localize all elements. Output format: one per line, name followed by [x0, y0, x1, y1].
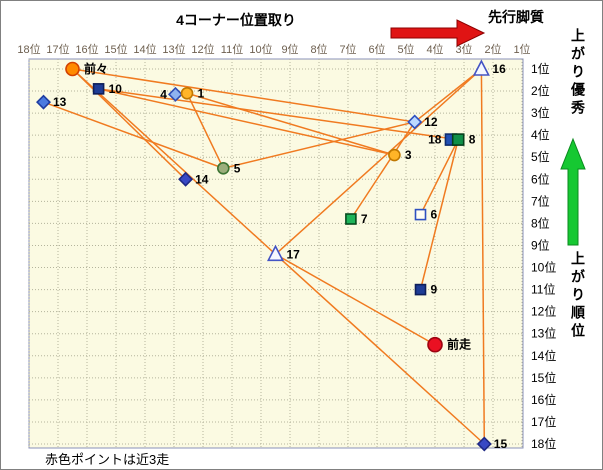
point-marker-1	[180, 86, 194, 100]
point-marker-5	[217, 161, 230, 175]
y-axis-tick-label: 17位	[531, 414, 556, 429]
connector-line	[71, 68, 187, 180]
pace-style-label: 先行脚質	[488, 9, 544, 25]
connector-line	[480, 68, 486, 445]
point-label: 15	[494, 437, 508, 451]
point-label: 4	[160, 87, 167, 101]
point-marker-16	[472, 59, 490, 76]
x-axis-tick-label: 1位	[513, 42, 530, 56]
x-axis-tick-label: 6位	[368, 42, 385, 56]
y-axis-tick-label: 1位	[531, 61, 550, 76]
point-marker-15	[476, 436, 492, 452]
point-marker-10	[92, 83, 105, 95]
y-axis-tick-label: 7位	[531, 193, 550, 208]
x-axis-tick-label: 2位	[484, 42, 501, 56]
finish-rank-arrow-icon	[560, 137, 586, 246]
point-label: 前々	[84, 61, 108, 76]
connector-line	[98, 88, 395, 156]
point-label: 3	[405, 148, 412, 162]
connector-line	[186, 92, 395, 156]
point-label: 17	[287, 247, 301, 261]
y-axis-tick-label: 15位	[531, 370, 556, 385]
point-label: 8	[469, 133, 476, 147]
chart-title: 4コーナー位置取り	[176, 12, 296, 28]
point-label: 16	[492, 62, 506, 76]
point-marker-前々	[65, 61, 80, 77]
finish-excellent-label: 上がり優秀	[570, 28, 586, 118]
connector-line	[43, 101, 224, 169]
connector-line	[274, 68, 482, 255]
x-axis-tick-label: 8位	[310, 42, 327, 56]
y-axis-tick-label: 10位	[531, 260, 556, 275]
connector-line	[419, 139, 459, 290]
point-marker-8	[451, 133, 465, 146]
x-axis-tick-label: 10位	[249, 42, 272, 56]
x-axis-tick-label: 15位	[104, 42, 127, 56]
x-axis-tick-label: 5位	[397, 42, 414, 56]
y-axis-tick-label: 2位	[531, 83, 550, 98]
y-axis-tick-label: 9位	[531, 237, 550, 252]
point-marker-前走	[427, 336, 443, 353]
point-label: 10	[109, 82, 123, 96]
point-marker-9	[414, 283, 427, 296]
point-marker-14	[178, 171, 194, 187]
point-label: 14	[195, 172, 209, 186]
x-axis-tick-label: 11位	[221, 42, 243, 56]
point-label: 前走	[447, 337, 471, 352]
x-axis-tick-label: 4位	[426, 42, 443, 56]
point-label: 18	[428, 133, 442, 147]
y-axis-tick-label: 11位	[531, 282, 555, 297]
point-label: 6	[431, 208, 438, 222]
point-marker-17	[266, 244, 285, 262]
red-points-note: 赤色ポイントは近3走	[45, 452, 170, 467]
point-marker-6	[414, 208, 427, 221]
point-marker-4	[167, 86, 183, 102]
y-axis-tick-label: 13位	[531, 326, 556, 341]
y-axis-tick-label: 8位	[531, 215, 550, 230]
point-label: 5	[234, 161, 241, 175]
x-axis-tick-label: 12位	[191, 42, 214, 56]
connector-line	[223, 121, 415, 169]
x-axis-tick-label: 18位	[17, 42, 40, 56]
connector-line	[98, 88, 459, 141]
connector-line	[186, 92, 224, 169]
connector-line	[274, 253, 485, 445]
y-axis-tick-label: 14位	[531, 348, 556, 363]
point-marker-13	[36, 94, 51, 110]
front-runner-arrow-icon	[390, 19, 486, 47]
point-label: 1	[198, 86, 205, 100]
x-axis-tick-label: 17位	[46, 42, 69, 56]
connector-line	[414, 68, 482, 123]
point-label: 9	[431, 283, 438, 297]
x-axis-tick-label: 16位	[75, 42, 98, 56]
point-label: 12	[424, 115, 438, 129]
connector-line	[71, 68, 277, 255]
finish-rank-label: 上がり順位	[570, 251, 586, 341]
point-marker-3	[388, 148, 401, 162]
y-axis-tick-label: 16位	[531, 392, 556, 407]
y-axis-tick-label: 3位	[531, 105, 550, 120]
x-axis-tick-label: 3位	[455, 42, 472, 56]
point-label: 7	[361, 212, 368, 226]
point-marker-7	[345, 213, 357, 225]
y-axis-tick-label: 5位	[531, 149, 550, 164]
connector-line	[72, 68, 415, 123]
y-axis-tick-label: 6位	[531, 171, 550, 186]
connector-line	[419, 139, 459, 215]
y-axis-tick-label: 12位	[531, 304, 556, 319]
x-axis-tick-label: 13位	[162, 42, 185, 56]
y-axis-tick-label: 18位	[531, 436, 556, 451]
point-marker-12	[407, 114, 423, 130]
y-axis-tick-label: 4位	[531, 127, 550, 142]
x-axis-tick-label: 14位	[133, 42, 156, 56]
point-label: 13	[53, 95, 67, 109]
x-axis-tick-label: 7位	[339, 42, 356, 56]
connector-line	[275, 253, 436, 346]
x-axis-tick-label: 9位	[281, 42, 298, 56]
